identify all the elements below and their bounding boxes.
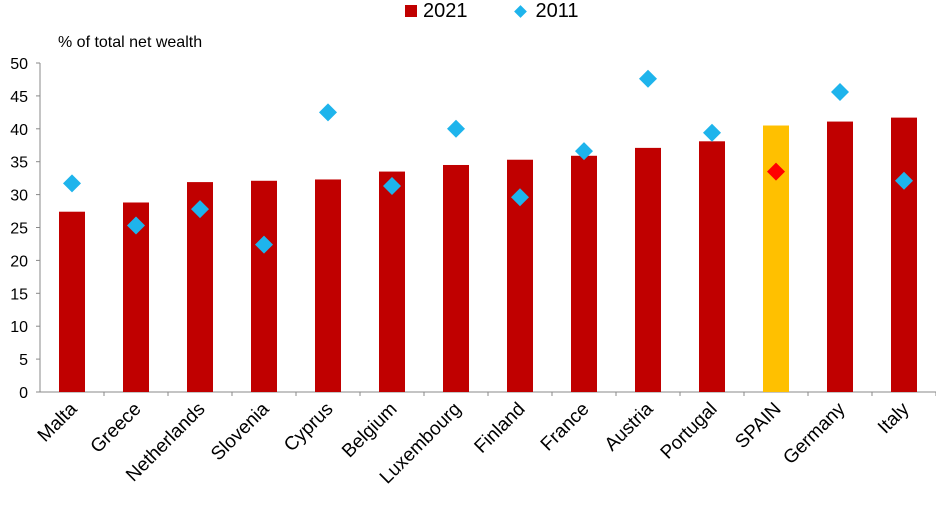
marker-2011-france xyxy=(575,142,593,161)
y-tick-label: 0 xyxy=(19,385,28,402)
legend-item-2011: 2011 xyxy=(512,0,579,23)
y-tick-label: 25 xyxy=(10,221,28,238)
bar-2021-austria xyxy=(635,147,661,392)
marker-2011-portugal xyxy=(703,123,721,142)
x-category-label: Austria xyxy=(601,398,658,455)
marker-2011-netherlands xyxy=(191,200,209,219)
marker-2011-finland xyxy=(511,188,529,207)
x-category-label: Belgium xyxy=(338,399,401,462)
y-tick-label: 5 xyxy=(19,352,28,369)
bar-2021-belgium xyxy=(379,171,405,392)
y-axis-label: % of total net wealth xyxy=(58,34,203,51)
marker-2011-malta xyxy=(63,174,81,193)
y-tick-label: 45 xyxy=(10,89,28,106)
y-tick-label: 30 xyxy=(10,188,28,205)
bar-2021-malta xyxy=(59,211,85,392)
legend-label-2011: 2011 xyxy=(535,0,579,22)
marker-2011-greece xyxy=(127,216,145,235)
legend-swatch-bar xyxy=(405,5,417,17)
x-category-label: France xyxy=(537,399,594,456)
marker-2011-austria xyxy=(639,69,657,88)
bar-2021-cyprus xyxy=(315,179,341,392)
y-tick-label: 35 xyxy=(10,155,28,172)
x-category-label: Malta xyxy=(34,398,82,446)
y-tick-label: 15 xyxy=(10,286,28,303)
x-category-label: SPAIN xyxy=(731,399,785,453)
marker-2011-luxembourg xyxy=(447,119,465,138)
marker-2011-belgium xyxy=(383,177,401,196)
bar-2021-luxembourg xyxy=(443,164,469,392)
x-category-label: Cyprus xyxy=(280,399,337,456)
bar-2021-germany xyxy=(827,121,853,392)
bar-2021-portugal xyxy=(699,141,725,392)
marker-2011-germany xyxy=(831,82,849,101)
x-category-label: Greece xyxy=(87,399,146,458)
bar-2021-slovenia xyxy=(251,180,277,392)
chart-legend: 2021 2011 xyxy=(405,0,623,22)
marker-2011-italy xyxy=(895,171,913,190)
x-category-label: Finland xyxy=(471,399,530,458)
y-tick-label: 10 xyxy=(10,319,28,336)
marker-2011-slovenia xyxy=(255,235,273,254)
y-tick-label: 50 xyxy=(10,56,28,73)
y-tick-label: 40 xyxy=(10,122,28,139)
legend-label-2021: 2021 xyxy=(423,0,468,22)
bar-2021-france xyxy=(571,155,597,392)
x-category-label: Germany xyxy=(779,398,849,468)
x-category-label: Italy xyxy=(874,398,914,438)
marker-2011-cyprus xyxy=(319,103,337,122)
y-tick-label: 20 xyxy=(10,253,28,270)
legend-item-2021: 2021 xyxy=(405,0,468,23)
marker-2011-spain xyxy=(767,162,785,181)
x-category-label: Slovenia xyxy=(207,398,274,465)
bar-2021-italy xyxy=(891,117,917,392)
x-category-label: Portugal xyxy=(657,399,722,464)
